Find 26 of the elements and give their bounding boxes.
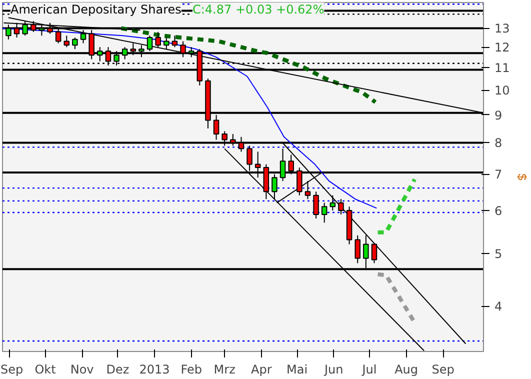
x-tick-label: Dez bbox=[106, 362, 130, 376]
y-tick-label: 10 bbox=[494, 84, 510, 98]
y-tick-label: 12 bbox=[494, 40, 510, 55]
y-tick-label: 11 bbox=[494, 61, 510, 76]
y-tick-label: 8 bbox=[494, 136, 502, 150]
chart-title: American Depositary Shares bbox=[10, 2, 182, 16]
x-tick-label: Feb bbox=[180, 362, 202, 376]
x-tick-label: Jul bbox=[361, 362, 377, 376]
x-tick-label: Mrz bbox=[214, 362, 236, 376]
y-tick-label: 7 bbox=[494, 168, 502, 182]
x-tick-label: Okt bbox=[34, 362, 56, 376]
x-tick-label: Aug bbox=[394, 362, 418, 376]
y-tick-label: 9 bbox=[494, 108, 502, 122]
y-tick-label: 5 bbox=[494, 247, 502, 262]
x-tick-label: 2013 bbox=[139, 362, 170, 376]
y-tick-label: 4 bbox=[494, 300, 502, 314]
x-tick-label: Nov bbox=[70, 362, 94, 376]
chart-subtitle: C:4.87 +0.03 +0.62% bbox=[192, 2, 324, 16]
y-axis-title: $ bbox=[514, 174, 529, 181]
x-tick-label: Apr bbox=[251, 362, 272, 376]
x-tick-label: Mai bbox=[286, 362, 308, 376]
x-tick-label: Jun bbox=[323, 362, 344, 376]
y-tick-label: 6 bbox=[494, 204, 502, 218]
x-tick-label: Sep bbox=[432, 362, 454, 376]
x-tick-label: Sep bbox=[0, 362, 24, 376]
y-tick-label: 13 bbox=[494, 22, 510, 36]
